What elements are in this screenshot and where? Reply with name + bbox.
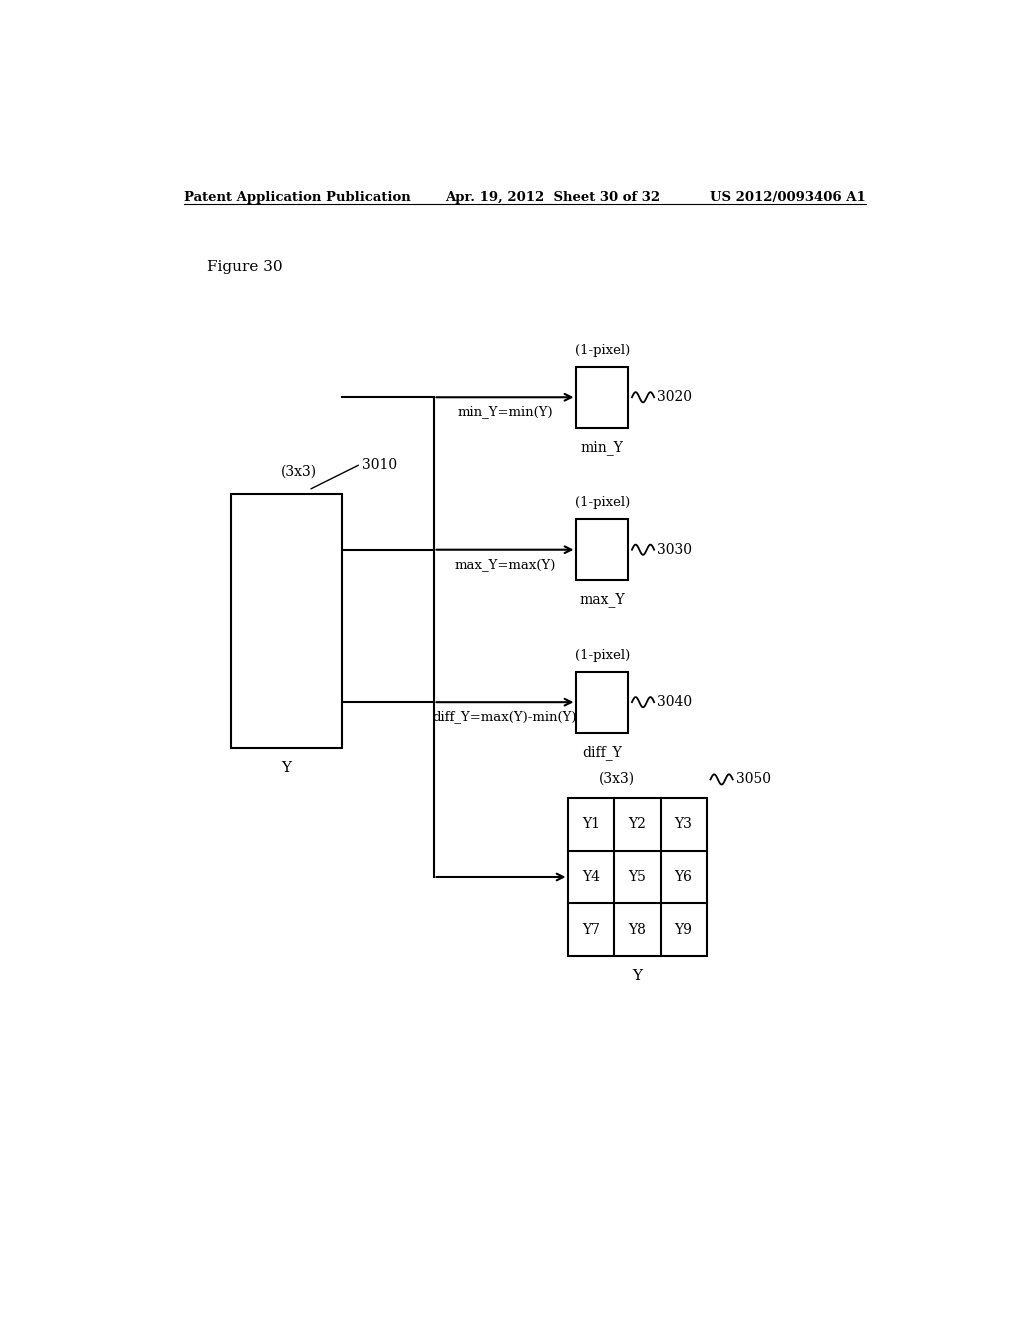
Text: (1-pixel): (1-pixel) <box>574 648 630 661</box>
Text: diff_Y: diff_Y <box>583 744 623 760</box>
Text: 3010: 3010 <box>362 458 397 473</box>
Text: 3050: 3050 <box>736 772 771 787</box>
Text: Figure 30: Figure 30 <box>207 260 283 275</box>
Text: Y: Y <box>633 969 642 983</box>
Text: Y6: Y6 <box>675 870 692 884</box>
Text: (3x3): (3x3) <box>282 465 317 479</box>
Text: US 2012/0093406 A1: US 2012/0093406 A1 <box>711 191 866 203</box>
Bar <box>577 367 628 428</box>
Bar <box>568 797 707 956</box>
Text: Y9: Y9 <box>675 923 692 937</box>
Text: (1-pixel): (1-pixel) <box>574 496 630 510</box>
Text: max_Y: max_Y <box>580 593 625 607</box>
Text: Patent Application Publication: Patent Application Publication <box>183 191 411 203</box>
Text: min_Y=min(Y): min_Y=min(Y) <box>457 405 553 418</box>
Text: Y7: Y7 <box>583 923 600 937</box>
Bar <box>577 672 628 733</box>
Text: Y: Y <box>282 762 292 775</box>
Text: Y1: Y1 <box>583 817 600 832</box>
Text: (1-pixel): (1-pixel) <box>574 343 630 356</box>
Text: Y2: Y2 <box>629 817 646 832</box>
Text: Y3: Y3 <box>675 817 692 832</box>
Text: diff_Y=max(Y)-min(Y): diff_Y=max(Y)-min(Y) <box>433 710 578 723</box>
Text: Y8: Y8 <box>629 923 646 937</box>
Text: max_Y=max(Y): max_Y=max(Y) <box>455 558 556 570</box>
Text: min_Y: min_Y <box>581 440 624 455</box>
Bar <box>577 519 628 581</box>
Bar <box>231 494 342 748</box>
Text: Apr. 19, 2012  Sheet 30 of 32: Apr. 19, 2012 Sheet 30 of 32 <box>445 191 660 203</box>
Text: Y5: Y5 <box>629 870 646 884</box>
Text: Y4: Y4 <box>583 870 600 884</box>
Text: (3x3): (3x3) <box>599 771 635 785</box>
Text: 3020: 3020 <box>657 391 692 404</box>
Text: 3030: 3030 <box>657 543 692 557</box>
Text: 3040: 3040 <box>657 696 692 709</box>
